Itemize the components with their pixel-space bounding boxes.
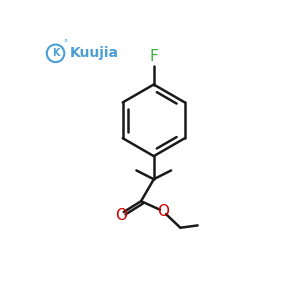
Text: K: K [52,48,59,58]
Text: F: F [149,49,158,64]
Text: O: O [157,204,169,219]
Text: O: O [116,208,128,223]
Text: Kuujia: Kuujia [70,46,119,60]
Text: °: ° [63,39,68,48]
